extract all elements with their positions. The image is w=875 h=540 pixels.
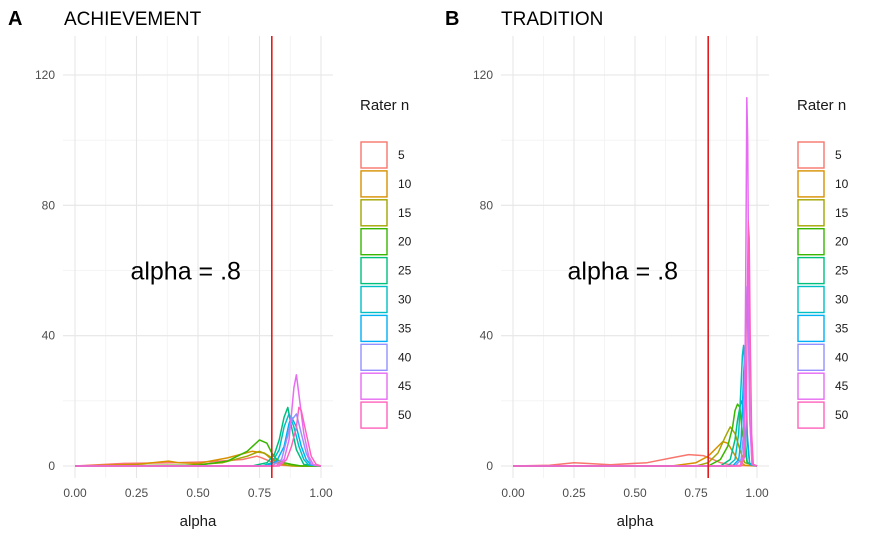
legend-key-40 <box>360 343 388 371</box>
legend: Rater n 5 10 15 20 25 30 35 40 45 50 <box>797 97 849 429</box>
y-tick-label: 120 <box>473 68 493 82</box>
y-tick-label: 120 <box>35 68 55 82</box>
legend-label: 30 <box>398 293 412 307</box>
legend-key-25 <box>360 256 388 285</box>
legend-key-10 <box>797 170 825 198</box>
legend-label: 25 <box>398 264 412 278</box>
series-line-50 <box>75 406 322 467</box>
series-line-35 <box>513 354 758 467</box>
series-line-45 <box>513 97 758 467</box>
x-tick-label: 1.00 <box>309 486 333 500</box>
panel-a: 0.00 0.25 0.50 0.75 1.00 0 40 80 120 alpha = .8 A A… <box>8 8 412 530</box>
legend-key-25 <box>797 256 825 285</box>
legend-title: Rater n <box>360 97 409 114</box>
y-tick-label: 80 <box>480 198 494 212</box>
x-tick-label: 0.25 <box>125 486 149 500</box>
annotation-text: alpha = .8 <box>130 258 241 286</box>
y-tick-label: 0 <box>48 459 55 473</box>
x-tick-label: 0.75 <box>684 486 708 500</box>
legend-key-45 <box>360 372 388 400</box>
x-tick-label: 0.50 <box>186 486 210 500</box>
legend-label: 30 <box>835 293 849 307</box>
series-line-25 <box>75 406 322 467</box>
legend: Rater n 5 10 15 20 25 30 35 40 45 50 <box>360 97 412 429</box>
series-line-5 <box>512 453 758 467</box>
legend-label: 15 <box>835 206 849 220</box>
legend-key-35 <box>797 314 825 343</box>
legend-title: Rater n <box>797 97 846 114</box>
series-line-30 <box>75 413 322 467</box>
legend-key-40 <box>797 343 825 371</box>
panel-tag: B <box>445 8 459 30</box>
legend-label: 15 <box>398 206 412 220</box>
legend-label: 40 <box>835 350 849 364</box>
legend-key-30 <box>797 285 825 314</box>
x-tick-label: 0.25 <box>562 486 586 500</box>
legend-label: 50 <box>398 408 412 422</box>
legend-key-20 <box>360 227 388 256</box>
legend-label: 20 <box>835 235 849 249</box>
legend-key-35 <box>360 314 388 343</box>
x-tick-label: 0.75 <box>248 486 272 500</box>
legend-label: 45 <box>398 379 412 393</box>
legend-label: 50 <box>835 408 849 422</box>
legend-label: 5 <box>398 148 405 162</box>
legend-label: 10 <box>398 177 412 191</box>
legend-key-50 <box>360 401 388 429</box>
legend-key-45 <box>797 372 825 400</box>
panel-tag: A <box>8 8 22 30</box>
panel-b: 0.00 0.25 0.50 0.75 1.00 0 40 80 120 alpha = .8 B T… <box>445 8 849 530</box>
legend-label: 25 <box>835 264 849 278</box>
x-tick-label: 1.00 <box>745 486 769 500</box>
legend-key-50 <box>797 401 825 429</box>
legend-label: 20 <box>398 235 412 249</box>
x-tick-label: 0.00 <box>501 486 525 500</box>
x-tick-label: 0.00 <box>63 486 87 500</box>
legend-key-30 <box>360 285 388 314</box>
series-lines <box>74 374 322 467</box>
y-tick-label: 40 <box>480 329 494 343</box>
legend-key-15 <box>797 199 825 227</box>
series-line-20 <box>74 439 321 467</box>
legend-label: 45 <box>835 379 849 393</box>
x-tick-label: 0.50 <box>623 486 647 500</box>
legend-label: 35 <box>835 321 849 335</box>
legend-key-15 <box>360 199 388 227</box>
y-tick-label: 40 <box>42 329 56 343</box>
legend-key-20 <box>797 227 825 256</box>
series-line-45 <box>75 374 322 467</box>
panel-title: ACHIEVEMENT <box>64 9 202 30</box>
panel-title: TRADITION <box>501 9 603 30</box>
x-axis-title: alpha <box>180 513 217 530</box>
series-lines <box>512 97 758 467</box>
legend-label: 5 <box>835 148 842 162</box>
series-line-50 <box>513 220 758 467</box>
annotation-text: alpha = .8 <box>568 258 679 286</box>
legend-key-5 <box>360 141 388 169</box>
legend-label: 40 <box>398 350 412 364</box>
legend-key-5 <box>797 141 825 169</box>
series-line-15 <box>513 426 758 467</box>
series-line-40 <box>75 413 322 467</box>
y-tick-label: 0 <box>486 459 493 473</box>
legend-label: 10 <box>835 177 849 191</box>
legend-label: 35 <box>398 321 412 335</box>
x-axis-title: alpha <box>617 513 654 530</box>
legend-key-10 <box>360 170 388 198</box>
y-tick-label: 80 <box>42 198 56 212</box>
